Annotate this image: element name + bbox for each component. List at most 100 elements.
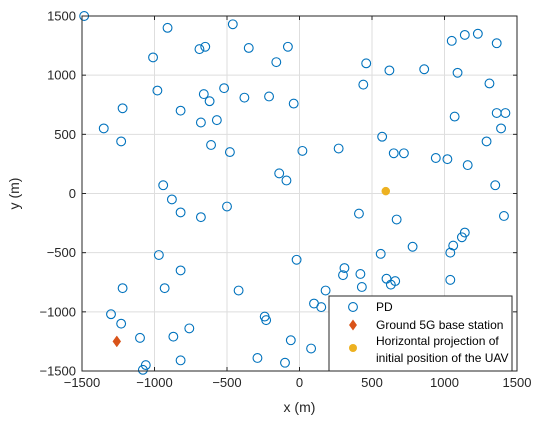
pd-point: [459, 227, 470, 238]
axes-frame: [81, 15, 518, 372]
x-tick-label: 1500: [503, 375, 532, 390]
y-tick-label: 1000: [47, 68, 76, 83]
pd-point: [442, 154, 453, 165]
legend-marker-filled-circle: [349, 344, 357, 352]
x-tick-label: 1000: [430, 375, 459, 390]
legend-item-base-station: Ground 5G base station: [349, 318, 503, 332]
pd-point: [239, 92, 250, 103]
pd-point: [358, 79, 369, 90]
points-layer: [79, 11, 511, 375]
pd-point: [195, 212, 206, 223]
pd-point: [195, 117, 206, 128]
pd-point: [116, 136, 127, 147]
y-tick-label: −1500: [39, 364, 76, 379]
pd-point: [159, 283, 170, 294]
pd-point: [452, 67, 463, 78]
pd-point: [500, 108, 511, 118]
pd-point: [459, 29, 470, 40]
pd-point: [98, 123, 109, 134]
y-tick-label: −500: [47, 245, 76, 260]
pd-point: [407, 241, 418, 252]
pd-point: [398, 148, 409, 159]
pd-point: [481, 136, 492, 147]
pd-point: [499, 211, 509, 221]
pd-point: [166, 194, 177, 205]
legend-label-uav-line-2: initial position of the UAV: [376, 351, 509, 365]
pd-point: [306, 343, 317, 354]
x-tick-label: −1500: [64, 375, 101, 390]
pd-point: [227, 19, 238, 30]
pd-point: [252, 353, 263, 363]
x-tick-label: −1000: [136, 375, 173, 390]
pd-point: [355, 269, 366, 279]
pd-point: [448, 240, 459, 251]
pd-point: [200, 41, 211, 52]
legend-marker-diamond: [349, 319, 357, 331]
pd-point: [445, 247, 456, 258]
pd-point: [375, 248, 386, 259]
pd-point: [356, 282, 367, 292]
pd-point: [162, 22, 173, 33]
pd-point: [377, 131, 388, 142]
y-axis-label: y (m): [6, 178, 22, 210]
x-tick-label: 0: [296, 375, 303, 390]
pd-point: [316, 302, 327, 313]
pd-point: [175, 265, 186, 276]
pd-point: [282, 41, 293, 52]
pd-point: [148, 52, 159, 63]
y-tick-label: −1000: [39, 304, 76, 319]
pd-point: [338, 270, 348, 281]
y-tick-label: 500: [54, 127, 76, 142]
pd-point: [297, 145, 308, 156]
pd-point: [496, 123, 506, 134]
pd-point: [419, 64, 430, 75]
pd-point: [175, 207, 186, 218]
pd-point: [264, 91, 274, 102]
x-tick-label: −500: [212, 375, 241, 390]
pd-point: [491, 38, 502, 49]
legend-item-uav-projection: Horizontal projection of initial positio…: [349, 334, 509, 365]
pd-point: [484, 78, 495, 89]
pd-point: [462, 160, 473, 171]
pd-point: [384, 65, 395, 76]
uav-projection-point: [381, 186, 391, 196]
pd-point: [140, 360, 151, 371]
legend-item-pd: PD: [348, 300, 393, 314]
pd-point: [175, 355, 186, 366]
pd-point: [168, 331, 179, 342]
pd-point: [339, 263, 350, 273]
pd-point: [153, 250, 164, 260]
pd-point: [116, 318, 127, 329]
pd-point: [206, 140, 217, 150]
y-tick-labels: −1500 −1000 −500 0 500 1000 1500: [39, 9, 76, 379]
pd-point: [233, 285, 244, 296]
pd-point: [222, 201, 232, 212]
pd-point: [158, 180, 169, 191]
pd-point: [490, 180, 501, 191]
legend: PD Ground 5G base station Horizontal pro…: [328, 295, 513, 372]
pd-point: [446, 35, 457, 46]
pd-point: [390, 276, 401, 287]
pd-point: [261, 315, 272, 326]
pd-point: [224, 147, 235, 158]
pd-point: [388, 148, 399, 159]
pd-point: [288, 98, 299, 109]
pd-point: [430, 153, 441, 163]
pd-point: [391, 214, 402, 225]
pd-point: [135, 332, 145, 343]
y-tick-label: 1500: [47, 9, 76, 24]
pd-point: [354, 208, 364, 219]
pd-point: [106, 309, 116, 320]
pd-point: [152, 85, 163, 96]
pd-point: [281, 175, 292, 186]
pd-point: [219, 83, 230, 94]
legend-label-uav-line-1: Horizontal projection of: [376, 334, 499, 348]
pd-point: [137, 364, 148, 375]
pd-point: [361, 58, 372, 69]
x-tick-label: 500: [361, 375, 383, 390]
pd-point: [243, 42, 254, 53]
legend-marker-open-circle: [348, 302, 358, 312]
pd-point: [291, 254, 302, 265]
